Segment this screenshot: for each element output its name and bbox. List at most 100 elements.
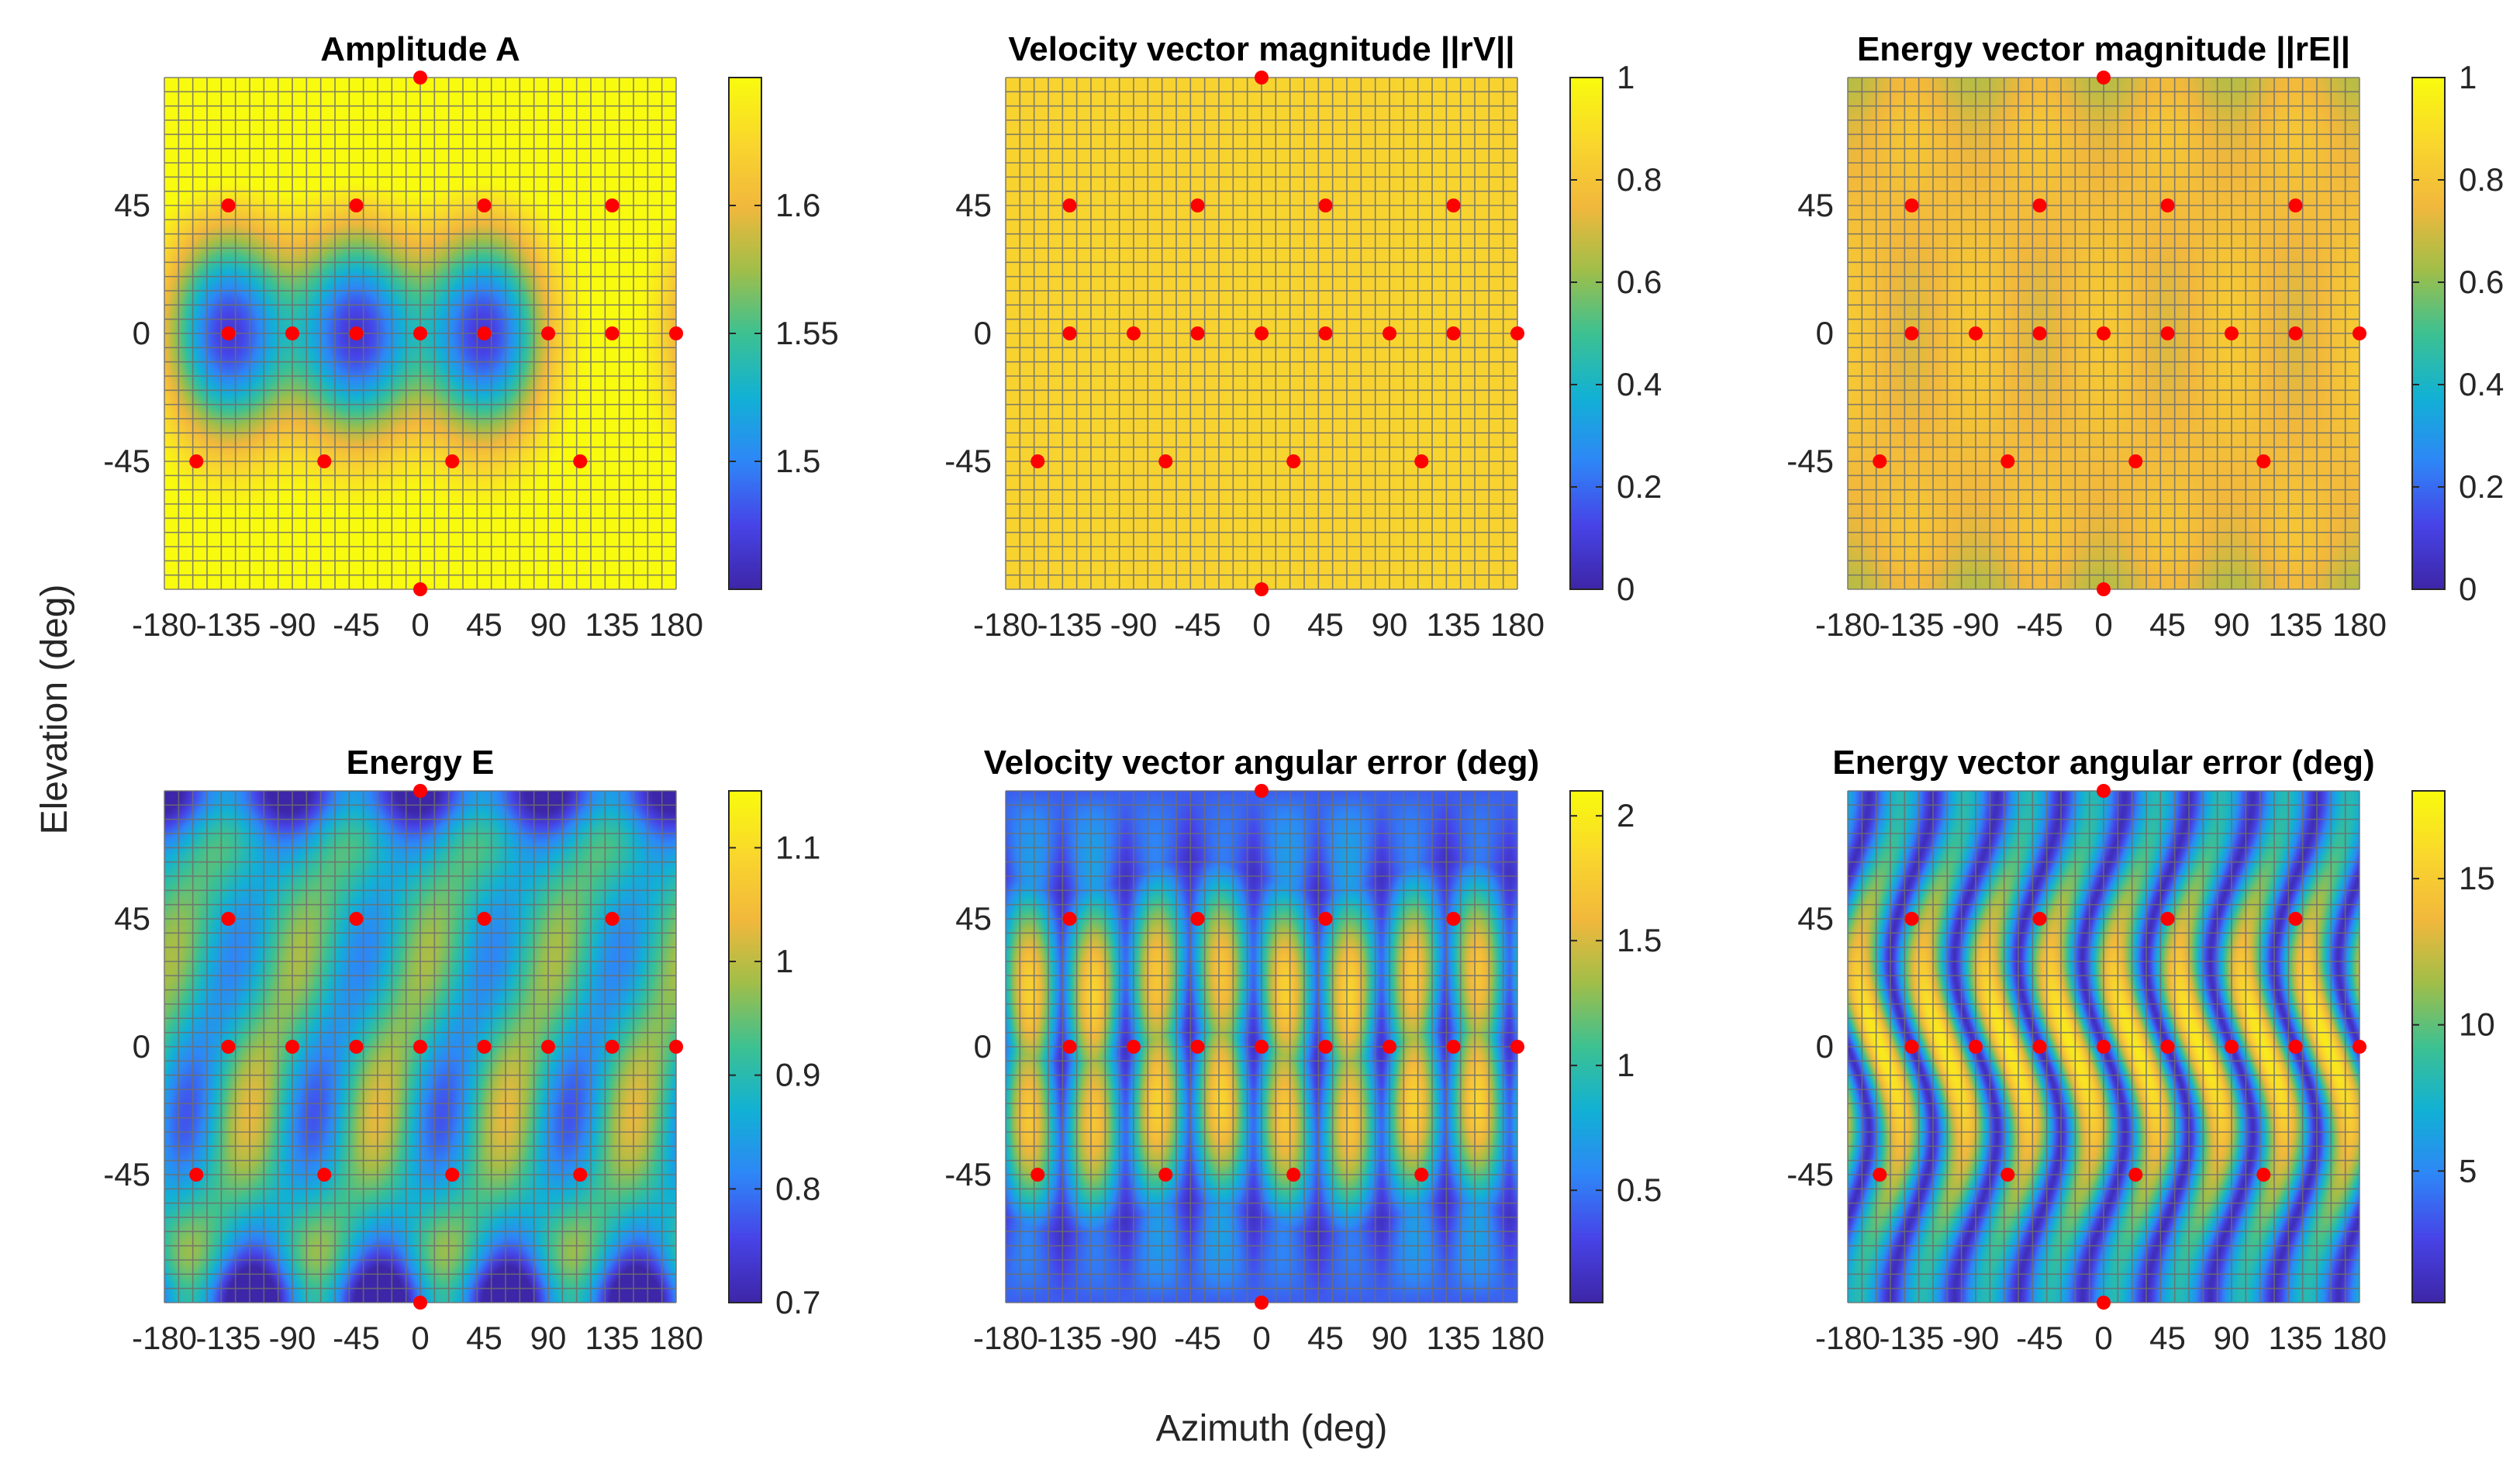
loudspeaker-marker [317, 1168, 332, 1182]
loudspeaker-marker [2097, 582, 2111, 596]
x-tick-label: -135 [1879, 1320, 1944, 1356]
colorbar-tick-label: 1 [1617, 59, 1635, 95]
loudspeaker-marker [541, 1040, 555, 1054]
loudspeaker-marker [2097, 1296, 2111, 1310]
loudspeaker-marker [1190, 1040, 1205, 1054]
x-tick-label: -90 [1110, 1320, 1158, 1356]
loudspeaker-marker [2256, 454, 2271, 468]
x-tick-label: -180 [973, 1320, 1038, 1356]
x-tick-label: 135 [2268, 1320, 2322, 1356]
y-tick-label: 0 [1816, 1028, 1834, 1065]
colorbar-tick-label: 0.6 [2459, 264, 2504, 300]
loudspeaker-marker [1255, 326, 1269, 340]
mesh-grid [1847, 77, 2360, 590]
loudspeaker-marker [1904, 1040, 1919, 1054]
x-tick-label: 0 [2094, 1320, 2112, 1356]
x-tick-label: -135 [1037, 606, 1102, 643]
loudspeaker-marker [605, 1040, 620, 1054]
colorbar-tick-label: 0.4 [2459, 366, 2504, 402]
loudspeaker-marker [2160, 1040, 2175, 1054]
loudspeaker-marker [349, 912, 364, 926]
colorbar-tick-label: 0.5 [1617, 1172, 1662, 1208]
x-tick-label: -135 [195, 1320, 261, 1356]
x-tick-label: -90 [1110, 606, 1158, 643]
loudspeaker-marker [1062, 326, 1077, 340]
y-tick-label: 45 [955, 900, 992, 937]
loudspeaker-marker [1062, 198, 1077, 212]
loudspeaker-marker [2288, 198, 2303, 212]
loudspeaker-marker [1383, 1040, 1396, 1054]
loudspeaker-marker [2353, 326, 2366, 340]
x-tick-label: 180 [2332, 1320, 2387, 1356]
x-tick-label: 45 [2149, 606, 2186, 643]
x-tick-label: 45 [2149, 1320, 2186, 1356]
x-tick-label: 0 [1252, 1320, 1270, 1356]
loudspeaker-marker [445, 1168, 460, 1182]
x-tick-label: -180 [1815, 1320, 1880, 1356]
colorbar-tick-label: 1 [775, 943, 793, 979]
loudspeaker-marker [221, 198, 236, 212]
x-tick-label: -180 [1815, 606, 1880, 643]
loudspeaker-marker [1030, 1168, 1045, 1182]
loudspeaker-marker [1904, 912, 1919, 926]
loudspeaker-marker [2097, 784, 2111, 798]
x-tick-label: 0 [2094, 606, 2112, 643]
colorbar-tick-label: 5 [2459, 1152, 2477, 1189]
loudspeaker-marker [1318, 326, 1333, 340]
x-tick-label: -45 [2016, 606, 2063, 643]
x-tick-label: -90 [1952, 1320, 2000, 1356]
loudspeaker-marker [477, 326, 492, 340]
loudspeaker-marker [413, 1296, 427, 1310]
colorbar [2412, 791, 2445, 1303]
subplot-2: Velocity vector magnitude ||rV|| -180-135… [944, 30, 1662, 643]
loudspeaker-marker [1255, 784, 1269, 798]
mesh-grid [1005, 77, 1518, 590]
colorbar-tick-label: 0 [1617, 571, 1635, 607]
x-tick-label: -180 [132, 1320, 197, 1356]
subplot-6: Energy vector angular error (deg) -180-13… [1786, 744, 2494, 1356]
x-tick-label: -45 [333, 1320, 380, 1356]
loudspeaker-marker [2000, 1168, 2015, 1182]
loudspeaker-marker [2288, 912, 2303, 926]
subplot-5: Velocity vector angular error (deg)-180-… [944, 744, 1662, 1356]
colorbar-tick-label: 1 [2459, 59, 2477, 95]
mesh-grid [164, 790, 677, 1303]
loudspeaker-marker [669, 1040, 683, 1054]
y-tick-label: -45 [1786, 1156, 1834, 1193]
y-tick-label: -45 [1786, 443, 1834, 479]
x-tick-label: -90 [269, 1320, 316, 1356]
colorbar-tick-label: 0.4 [1617, 366, 1662, 402]
colorbar-tick-label: 1.5 [1617, 922, 1662, 958]
loudspeaker-marker [1446, 912, 1461, 926]
loudspeaker-marker [2225, 1040, 2239, 1054]
x-tick-label: 90 [2214, 1320, 2250, 1356]
y-tick-label: -45 [944, 1156, 992, 1193]
loudspeaker-marker [349, 1040, 364, 1054]
x-tick-label: 180 [649, 1320, 703, 1356]
loudspeaker-marker [413, 1040, 427, 1054]
loudspeaker-marker [477, 1040, 492, 1054]
loudspeaker-marker [413, 71, 427, 85]
colorbar-tick-label: 0 [2459, 571, 2477, 607]
loudspeaker-marker [2128, 454, 2143, 468]
loudspeaker-marker [349, 198, 364, 212]
x-tick-label: -90 [1952, 606, 2000, 643]
loudspeaker-marker [1446, 326, 1461, 340]
loudspeaker-marker [2225, 326, 2239, 340]
loudspeaker-marker [2032, 1040, 2047, 1054]
x-tick-label: 135 [585, 606, 639, 643]
colorbar-frame [1569, 77, 1603, 590]
loudspeaker-marker [605, 912, 620, 926]
x-tick-label: -90 [269, 606, 316, 643]
x-tick-label: 90 [1372, 1320, 1408, 1356]
x-tick-label: -180 [132, 606, 197, 643]
loudspeaker-marker [477, 198, 492, 212]
colorbar-frame [2411, 790, 2446, 1303]
loudspeaker-marker [1127, 1040, 1141, 1054]
loudspeaker-marker [1318, 198, 1333, 212]
loudspeaker-marker [1255, 71, 1269, 85]
x-tick-label: 135 [1426, 606, 1480, 643]
loudspeaker-marker [1127, 326, 1141, 340]
colorbar-tick-label: 0.6 [1617, 264, 1662, 300]
colorbar-frame [2411, 77, 2446, 590]
